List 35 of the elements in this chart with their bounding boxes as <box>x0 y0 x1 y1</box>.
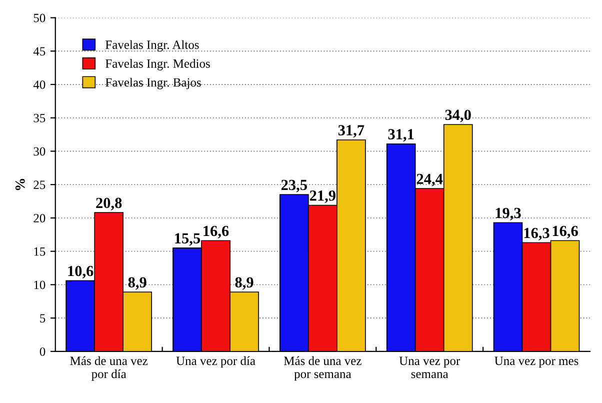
y-tick-label: 10 <box>34 280 46 290</box>
y-tick-label: 25 <box>34 180 46 190</box>
y-tick-label: 5 <box>40 314 46 323</box>
x-tick-label: Más de una vez por día <box>70 356 148 381</box>
y-tick-label: 30 <box>34 147 46 156</box>
data-label: 24,4 <box>416 174 443 186</box>
data-label: 10,6 <box>68 266 94 278</box>
y-tick-label: 45 <box>33 47 46 56</box>
y-tick-label: 50 <box>34 14 46 22</box>
legend-label: Favelas Ingr. Medios <box>106 59 210 70</box>
x-tick-label: Una vez por mes <box>494 356 578 368</box>
data-label: 31,1 <box>388 129 414 142</box>
legend-label: Favelas Ingr. Bajos <box>106 78 201 90</box>
x-tick-label: Una vez por día <box>176 356 256 368</box>
legend-label: Favelas Ingr. Altos <box>106 40 199 52</box>
data-label: 19,3 <box>496 208 521 220</box>
y-tick-label: 35 <box>34 114 46 122</box>
x-tick-label: Más de una vez por semana <box>284 356 362 381</box>
y-tick-label: 20 <box>34 214 46 222</box>
y-tick-label: 40 <box>33 80 46 89</box>
y-tick-label: 0 <box>40 347 46 356</box>
data-label: 21,9 <box>310 190 336 203</box>
data-label: 34,0 <box>445 110 471 122</box>
y-axis-title: % <box>15 178 25 190</box>
data-label: 16,3 <box>524 228 550 240</box>
data-label: 31,7 <box>338 125 364 138</box>
data-label: 16,6 <box>204 226 229 238</box>
y-tick-label: 15 <box>34 247 46 256</box>
data-label: 16,6 <box>552 226 578 238</box>
data-label: 8,9 <box>128 277 146 290</box>
x-tick-label: Una vez por semana <box>399 356 460 378</box>
data-label: 8,9 <box>235 277 254 290</box>
data-label: 20,8 <box>96 198 122 210</box>
data-label: 15,5 <box>175 233 200 246</box>
data-label: 23,5 <box>281 180 307 192</box>
